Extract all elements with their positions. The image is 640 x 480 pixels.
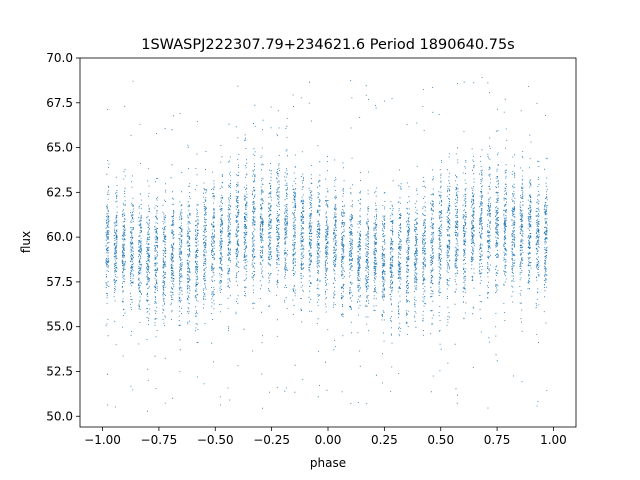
y-tick-label: 50.0 xyxy=(46,409,73,423)
y-tick-label: 62.5 xyxy=(46,185,73,199)
y-axis-label: flux xyxy=(19,231,33,253)
data-points xyxy=(105,77,548,412)
x-tick-label: 0.25 xyxy=(371,433,398,447)
y-tick-label: 52.5 xyxy=(46,364,73,378)
x-tick-label: 0.75 xyxy=(484,433,511,447)
x-tick-label: −0.25 xyxy=(253,433,290,447)
y-tick-label: 67.5 xyxy=(46,96,73,110)
chart-title: 1SWASPJ222307.79+234621.6 Period 1890640… xyxy=(141,37,515,53)
x-tick-label: −0.50 xyxy=(197,433,234,447)
x-tick-label: −0.75 xyxy=(141,433,178,447)
x-tick-label: 0.50 xyxy=(427,433,454,447)
y-tick-label: 70.0 xyxy=(46,51,73,65)
y-tick-label: 55.0 xyxy=(46,320,73,334)
x-axis-label: phase xyxy=(310,456,346,470)
x-tick-label: −1.00 xyxy=(84,433,121,447)
x-tick-label: 0.00 xyxy=(315,433,342,447)
y-tick-label: 65.0 xyxy=(46,141,73,155)
scatter-points xyxy=(105,77,548,412)
x-axis: −1.00 −0.75 −0.50 −0.25 0.00 0.25 0.50 0.75 1.00 xyxy=(84,427,567,447)
y-tick-label: 57.5 xyxy=(46,275,73,289)
y-tick-label: 60.0 xyxy=(46,230,73,244)
x-tick-label: 1.00 xyxy=(540,433,567,447)
y-axis: 50.0 52.5 55.0 57.5 60.0 62.5 65.0 67.5 70.0 xyxy=(46,51,80,423)
